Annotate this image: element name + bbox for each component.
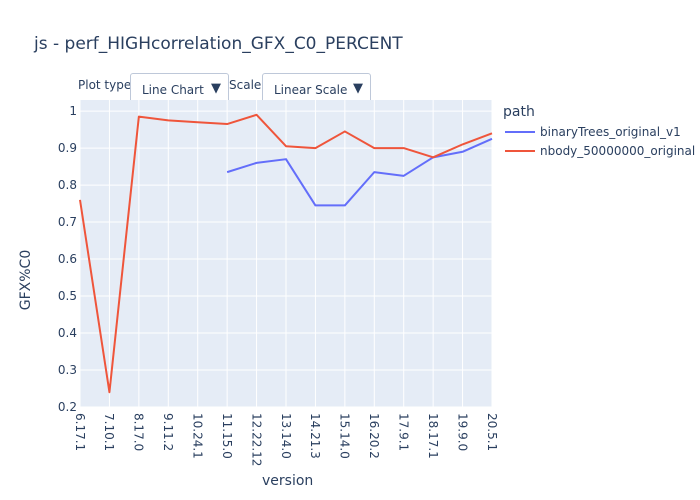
x-tick-label: 6.17.1	[73, 413, 87, 451]
y-tick-label: 0.7	[58, 215, 77, 229]
legend-label: nbody_50000000_original	[540, 144, 696, 158]
x-tick-label: 13.14.0	[279, 413, 293, 459]
x-tick-label: 11.15.0	[220, 413, 234, 459]
plot-type-value: Line Chart	[142, 83, 204, 97]
y-tick-label: 0.6	[58, 252, 77, 266]
legend-title: path	[503, 104, 535, 120]
legend-swatch	[505, 149, 535, 152]
x-tick-label: 15.14.0	[338, 413, 352, 459]
scale-value: Linear Scale	[274, 83, 348, 97]
legend-label: binaryTrees_original_v1	[540, 125, 681, 139]
y-tick-label: 0.3	[58, 363, 77, 377]
chevron-down-icon: ▼	[211, 81, 221, 96]
legend-swatch	[505, 130, 535, 133]
x-tick-label: 19.9.0	[455, 413, 469, 451]
x-tick-label: 12.22.12	[249, 413, 263, 466]
y-tick-label: 0.9	[58, 141, 77, 155]
x-tick-label: 18.17.1	[426, 413, 440, 459]
y-tick-label: 0.4	[58, 326, 77, 340]
series-line-binarytrees	[226, 137, 493, 207]
y-tick-label: 0.8	[58, 178, 77, 192]
x-tick-label: 20.5.1	[485, 413, 499, 451]
y-tick-label: 1	[69, 104, 77, 118]
x-tick-label: 14.21.3	[308, 413, 322, 459]
x-tick-label: 17.9.1	[397, 413, 411, 451]
chevron-down-icon: ▼	[353, 81, 363, 96]
x-tick-label: 9.11.2	[161, 413, 175, 451]
x-tick-label: 7.10.1	[102, 413, 116, 451]
legend-item-binarytrees[interactable]: binaryTrees_original_v1	[505, 125, 681, 141]
series-line-nbody	[79, 113, 493, 394]
x-tick-label: 10.24.1	[191, 413, 205, 459]
x-axis-title: version	[262, 473, 314, 489]
y-tick-label: 0.5	[58, 289, 77, 303]
legend-item-nbody[interactable]: nbody_50000000_original	[505, 144, 695, 160]
chart-title: js - perf_HIGHcorrelation_GFX_C0_PERCENT	[34, 34, 403, 54]
scale-label: Scale:	[229, 78, 266, 92]
plot-type-label: Plot type:	[78, 78, 136, 92]
y-tick-label: 0.2	[58, 400, 77, 414]
x-tick-label: 8.17.0	[132, 413, 146, 451]
x-tick-label: 16.20.2	[367, 413, 381, 459]
y-axis-title: GFX%C0	[18, 249, 34, 311]
